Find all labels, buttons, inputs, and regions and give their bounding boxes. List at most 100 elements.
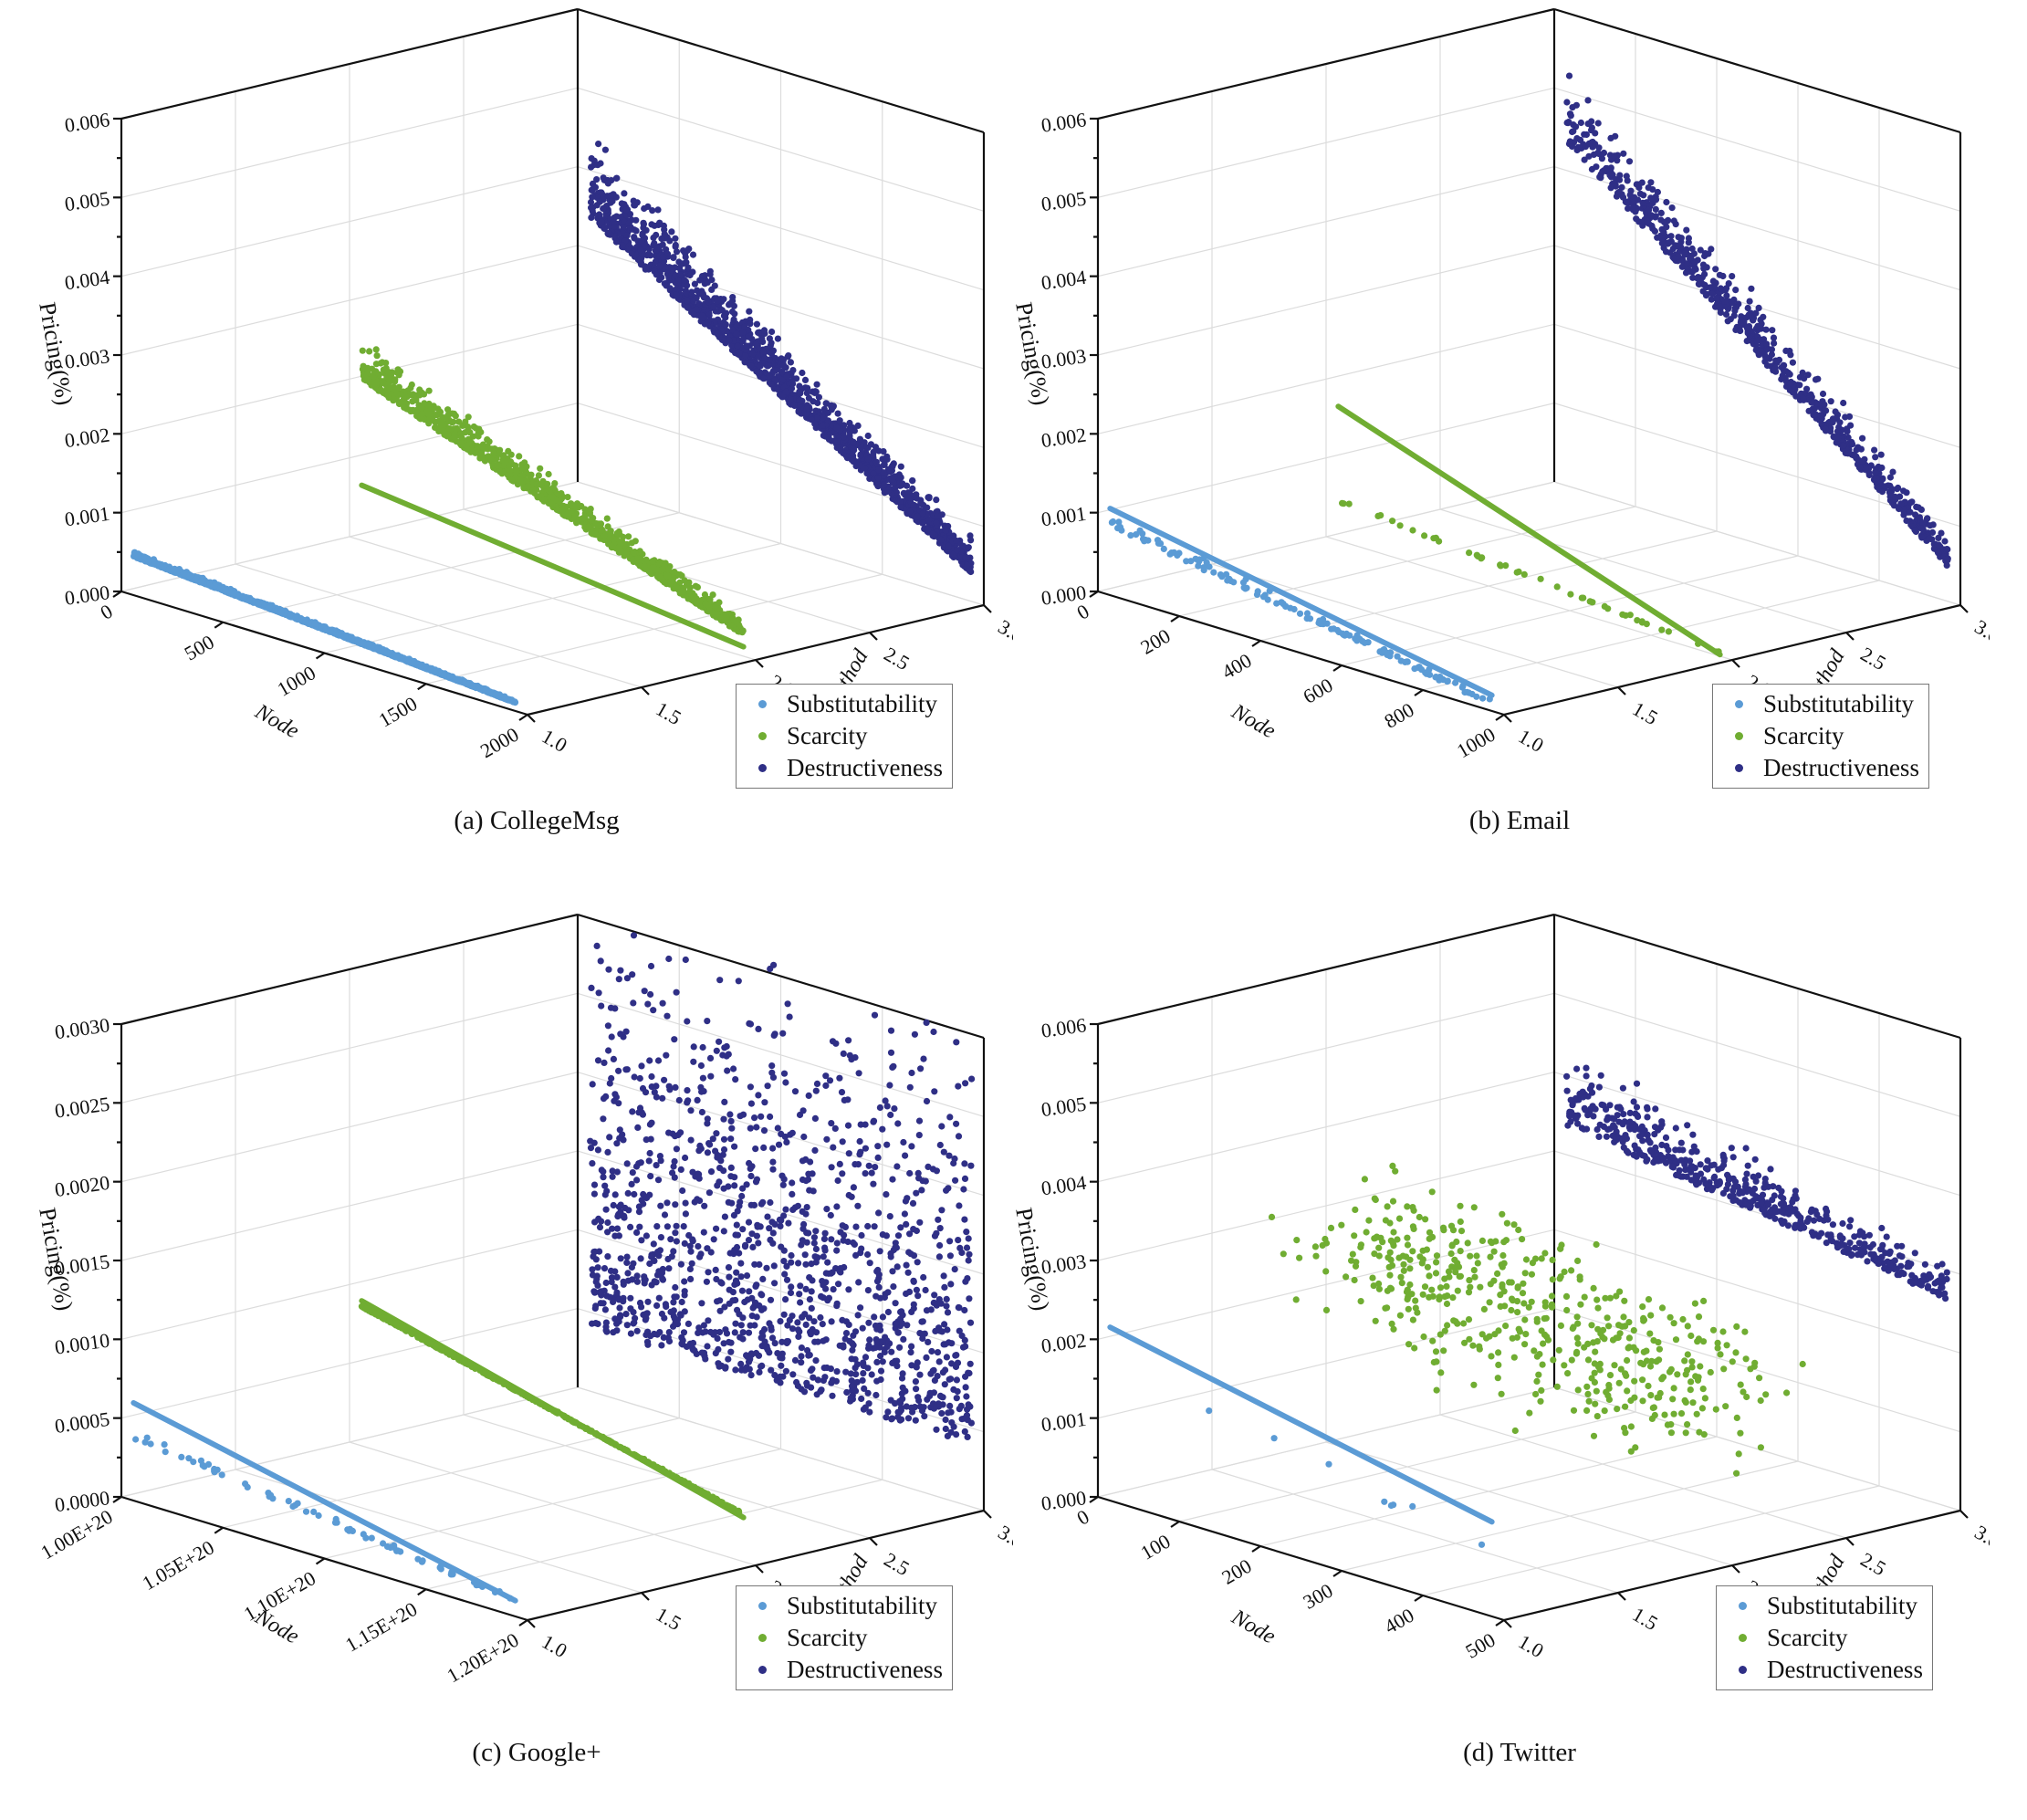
data-point: [588, 517, 595, 524]
data-point: [919, 510, 926, 518]
data-point: [766, 372, 773, 380]
data-point: [1635, 196, 1642, 204]
data-point: [1847, 422, 1855, 429]
data-point: [632, 216, 640, 224]
y-tick: [983, 604, 992, 613]
data-point: [1678, 263, 1686, 270]
data-point: [464, 424, 472, 431]
data-point: [796, 396, 803, 403]
data-point: [589, 530, 596, 538]
data-point: [1290, 605, 1298, 613]
data-point: [1717, 285, 1724, 292]
gridline: [1422, 580, 1880, 691]
data-point: [1409, 527, 1416, 534]
data-point: [1240, 584, 1248, 591]
x-tick: [1414, 689, 1424, 696]
x-tick-label: 800: [1380, 698, 1417, 733]
gridline: [1553, 481, 1961, 606]
data-point: [1760, 313, 1767, 320]
data-point: [185, 1455, 193, 1462]
data-point: [377, 360, 384, 367]
data-point: [1878, 488, 1886, 496]
data-point: [1681, 250, 1688, 257]
x-tick: [112, 1496, 122, 1503]
data-point: [410, 407, 417, 414]
data-point: [593, 176, 601, 183]
data-point: [1708, 296, 1715, 303]
data-point: [793, 375, 800, 382]
data-point: [255, 601, 262, 608]
data-point: [1634, 617, 1641, 624]
data-point: [886, 468, 894, 476]
data-point: [1565, 72, 1573, 79]
data-point: [1713, 295, 1720, 302]
data-point: [668, 228, 675, 235]
data-point: [706, 267, 714, 275]
data-point: [673, 291, 680, 298]
data-point: [441, 672, 448, 679]
z-tick-label: 0.005: [63, 187, 110, 216]
data-point: [553, 506, 560, 514]
y-tick-label: 2.5: [881, 1548, 914, 1580]
data-point: [836, 417, 843, 424]
data-point: [402, 392, 409, 400]
data-point: [714, 330, 721, 338]
data-point: [466, 429, 474, 436]
data-point: [475, 433, 482, 440]
data-point: [544, 480, 551, 487]
caption: (b) Email: [1468, 806, 1571, 835]
data-point: [1935, 541, 1942, 549]
data-point: [883, 455, 891, 463]
data-point: [672, 235, 679, 242]
gridline: [1325, 536, 1733, 661]
data-point: [1683, 260, 1691, 267]
data-point: [1812, 411, 1819, 418]
legend-label: Destructiveness: [787, 754, 943, 781]
data-point: [394, 1547, 402, 1554]
data-point: [736, 350, 743, 357]
data-point: [1715, 648, 1722, 655]
data-point: [1264, 596, 1271, 603]
data-point: [690, 311, 698, 319]
data-point: [1640, 192, 1647, 199]
data-point: [1660, 228, 1667, 236]
data-point: [768, 381, 775, 388]
data-point: [376, 387, 384, 394]
z-tick-label: 0.006: [63, 108, 110, 137]
data-point: [1827, 398, 1834, 405]
legend: Substitutability Scarcity Destructivenes…: [736, 684, 953, 789]
data-point: [1356, 635, 1364, 643]
data-point: [813, 414, 821, 422]
data-point: [676, 571, 684, 579]
data-point: [856, 462, 863, 469]
data-point: [1943, 561, 1950, 570]
data-point: [368, 1534, 375, 1542]
data-point: [653, 231, 660, 239]
data-point: [1748, 285, 1755, 292]
data-point: [768, 328, 776, 336]
data-point: [729, 614, 737, 622]
data-point: [787, 359, 795, 366]
data-point: [942, 528, 949, 535]
data-point: [1144, 537, 1152, 544]
data-point: [455, 418, 463, 425]
legend-item-destructiveness: Destructiveness: [1722, 752, 1919, 784]
data-point: [1645, 206, 1653, 214]
data-point: [178, 1453, 185, 1460]
data-point: [1771, 340, 1778, 347]
legend-item-scarcity: Scarcity: [746, 720, 943, 752]
x-tick-label: 1.20E+20: [443, 1628, 522, 1688]
data-point: [672, 241, 679, 249]
data-point: [673, 286, 680, 293]
data-point: [409, 659, 416, 667]
data-point: [651, 222, 658, 229]
data-point: [1757, 346, 1764, 353]
data-point: [1745, 311, 1752, 319]
data-point: [753, 368, 760, 375]
data-point: [917, 500, 925, 507]
data-point: [686, 584, 694, 591]
data-point: [701, 591, 709, 599]
data-point: [880, 461, 888, 469]
data-point: [518, 472, 526, 479]
data-point: [231, 590, 238, 597]
